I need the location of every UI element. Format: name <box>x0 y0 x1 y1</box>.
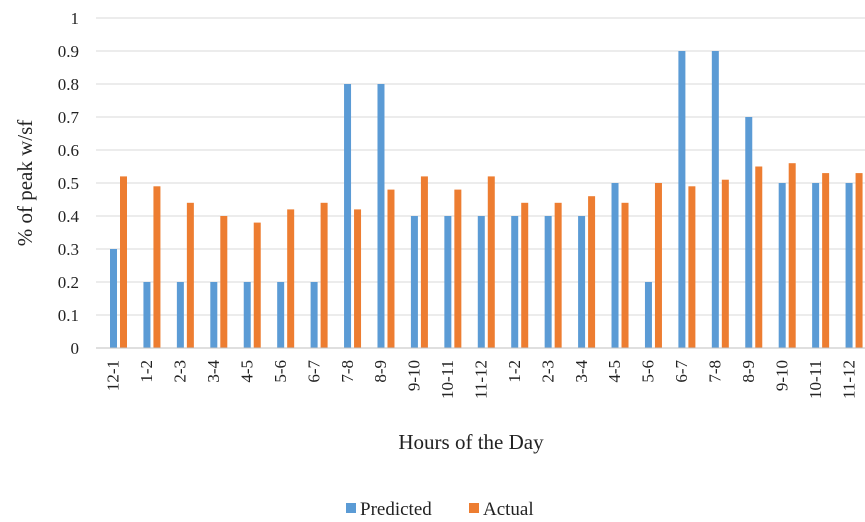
bar-predicted-16 <box>644 282 652 348</box>
bar-actual-10 <box>454 189 462 348</box>
bar-actual-16 <box>654 183 662 348</box>
y-tick-label: 0.6 <box>58 141 79 160</box>
x-tick-label: 1-2 <box>505 360 524 383</box>
x-tick-label: 8-9 <box>371 360 390 383</box>
bar-actual-7 <box>354 209 362 348</box>
legend-swatch-predicted <box>346 503 356 513</box>
bar-actual-4 <box>253 222 261 348</box>
bar-predicted-5 <box>277 282 285 348</box>
bar-actual-5 <box>287 209 295 348</box>
bar-actual-2 <box>186 202 194 348</box>
bar-predicted-15 <box>611 183 619 348</box>
bar-actual-17 <box>688 186 696 348</box>
bar-actual-9 <box>420 176 428 348</box>
bar-actual-13 <box>554 202 562 348</box>
bar-actual-0 <box>120 176 127 348</box>
bar-predicted-6 <box>310 282 318 348</box>
bar-actual-19 <box>755 166 763 348</box>
x-axis-title: Hours of the Day <box>398 430 544 454</box>
x-tick-labels: 12-1 1-2 2-3 3-4 4-5 5-6 6-7 7-8 8-9 9-10 10-11 11-… <box>104 360 859 400</box>
bar-predicted-10 <box>444 216 452 348</box>
y-tick-labels: 0 0.1 0.2 0.3 0.4 0.5 0.6 0.7 0.8 0.9 1 <box>58 9 80 358</box>
bar-predicted-13 <box>544 216 552 348</box>
bar-predicted-1 <box>143 282 151 348</box>
x-tick-label: 10-11 <box>438 360 457 399</box>
bar-actual-12 <box>521 202 529 348</box>
x-tick-label: 7-8 <box>706 360 725 383</box>
y-tick-label: 0 <box>71 339 80 358</box>
bar-predicted-14 <box>578 216 586 348</box>
bar-actual-22 <box>855 173 863 348</box>
bar-predicted-18 <box>711 51 719 348</box>
bar-actual-21 <box>822 173 830 348</box>
x-tick-label: 6-7 <box>672 360 691 383</box>
y-tick-label: 0.3 <box>58 240 79 259</box>
bar-predicted-2 <box>176 282 184 348</box>
bar-actual-1 <box>153 186 161 348</box>
bar-actual-20 <box>788 163 796 348</box>
bar-actual-14 <box>588 196 596 348</box>
x-tick-label: 3-4 <box>572 360 591 383</box>
bar-actual-15 <box>621 202 629 348</box>
bar-actual-11 <box>487 176 495 348</box>
bar-predicted-17 <box>678 51 686 348</box>
bar-predicted-11 <box>477 216 485 348</box>
bar-actual-6 <box>320 202 328 348</box>
x-tick-label: 9-10 <box>405 360 424 391</box>
bar-predicted-3 <box>210 282 218 348</box>
bar-predicted-7 <box>344 84 352 348</box>
bar-predicted-20 <box>778 183 786 348</box>
x-tick-label: 9-10 <box>772 360 791 391</box>
bar-actual-8 <box>387 189 395 348</box>
y-tick-label: 1 <box>71 9 80 28</box>
x-tick-label: 8-9 <box>739 360 758 383</box>
bar-predicted-0 <box>110 249 117 348</box>
y-tick-label: 0.1 <box>58 306 79 325</box>
bar-predicted-4 <box>243 282 251 348</box>
bar-predicted-21 <box>812 183 820 348</box>
x-tick-label: 11-12 <box>839 360 858 399</box>
bar-actual-18 <box>721 179 729 348</box>
legend-swatch-actual <box>469 503 479 513</box>
y-tick-label: 0.8 <box>58 75 79 94</box>
y-tick-label: 0.2 <box>58 273 79 292</box>
bar-predicted-22 <box>845 183 853 348</box>
y-tick-label: 0.5 <box>58 174 79 193</box>
x-tick-label: 2-3 <box>171 360 190 383</box>
y-axis-title: % of peak w/sf <box>13 120 37 247</box>
bar-predicted-9 <box>410 216 418 348</box>
x-tick-label: 4-5 <box>605 360 624 383</box>
x-tick-label: 11-12 <box>472 360 491 399</box>
bars <box>110 51 863 348</box>
bar-actual-3 <box>220 216 228 348</box>
bar-predicted-12 <box>511 216 519 348</box>
x-tick-label: 12-1 <box>104 360 123 391</box>
x-tick-label: 2-3 <box>538 360 557 383</box>
x-tick-label: 3-4 <box>204 360 223 383</box>
legend-label-actual: Actual <box>483 499 534 520</box>
x-tick-label: 7-8 <box>338 360 357 383</box>
x-tick-label: 1-2 <box>137 360 156 383</box>
y-tick-label: 0.7 <box>58 108 80 127</box>
bar-predicted-19 <box>745 117 753 348</box>
x-tick-label: 6-7 <box>304 360 323 383</box>
legend-label-predicted: Predicted <box>360 499 432 520</box>
x-tick-label: 4-5 <box>237 360 256 383</box>
y-tick-label: 0.4 <box>58 207 80 226</box>
x-tick-label: 5-6 <box>271 360 290 383</box>
bar-predicted-8 <box>377 84 385 348</box>
legend: Predicted Actual <box>346 499 534 520</box>
x-tick-label: 5-6 <box>639 360 658 383</box>
x-tick-label: 10-11 <box>806 360 825 399</box>
y-tick-label: 0.9 <box>58 42 79 61</box>
